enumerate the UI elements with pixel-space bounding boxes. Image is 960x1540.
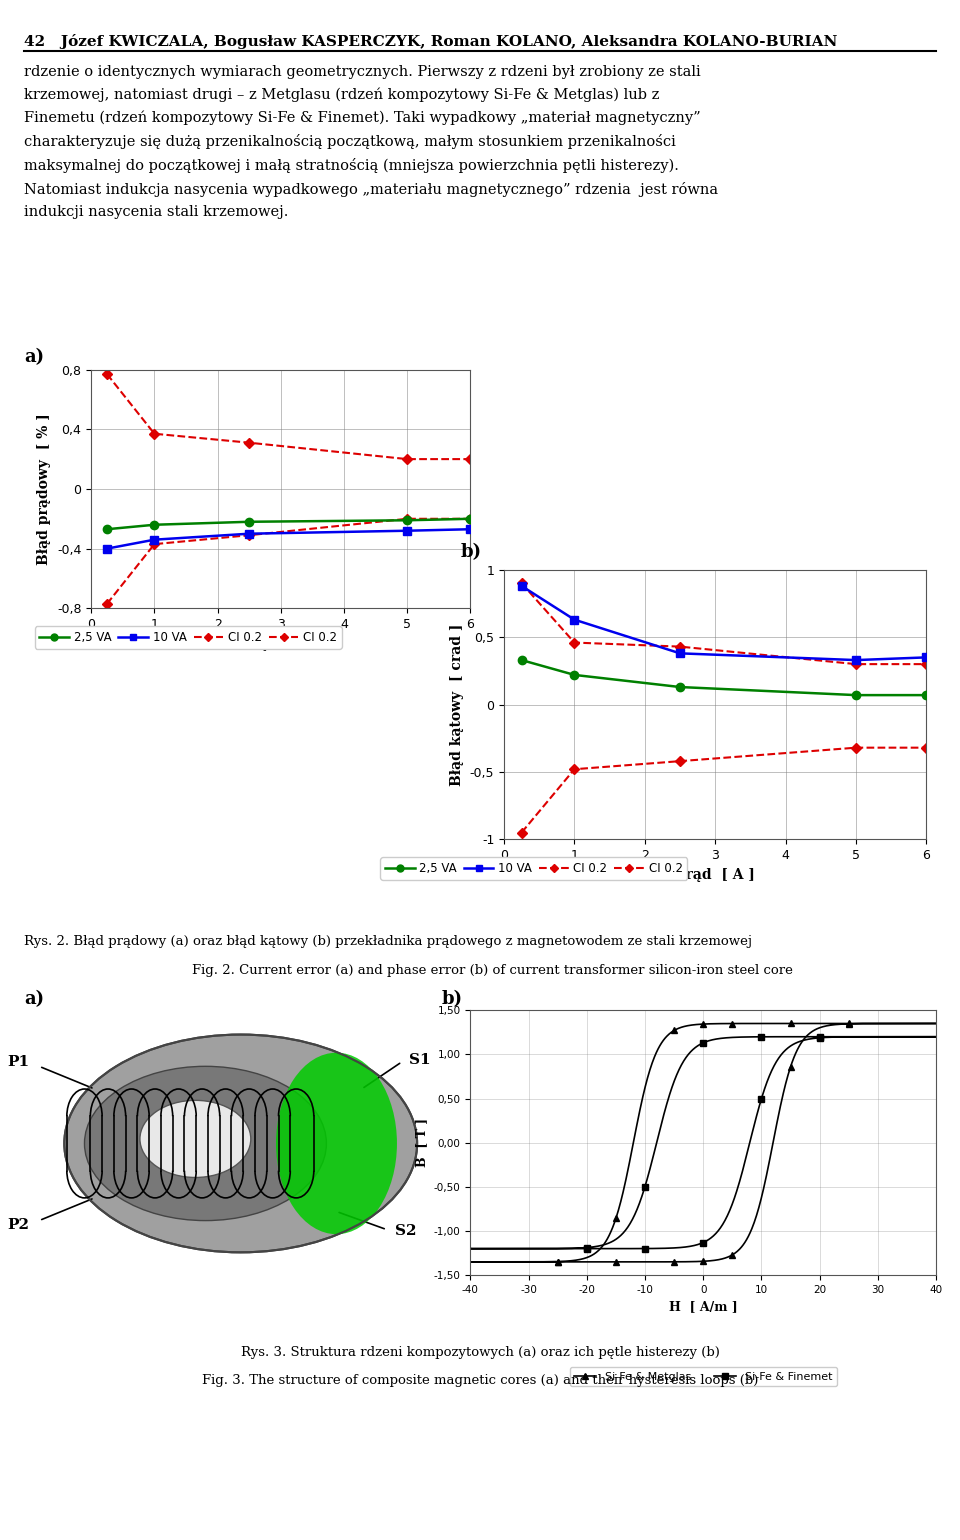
Legend: 2,5 VA, 10 VA, CI 0.2, CI 0.2: 2,5 VA, 10 VA, CI 0.2, CI 0.2 [35, 627, 342, 648]
Text: S2: S2 [395, 1224, 417, 1238]
Text: Rys. 2. Błąd prądowy (a) oraz błąd kątowy (b) przekładnika prądowego z magnetowo: Rys. 2. Błąd prądowy (a) oraz błąd kątow… [24, 935, 752, 947]
Text: b): b) [442, 990, 463, 1009]
Legend: Si-Fe & Metglas, Si-Fe & Finemet: Si-Fe & Metglas, Si-Fe & Finemet [569, 1368, 837, 1386]
Ellipse shape [140, 1101, 251, 1178]
X-axis label: Prąd  [ A ]: Prąd [ A ] [241, 636, 321, 650]
Text: a): a) [24, 990, 44, 1009]
Text: 42   Józef KWICZALA, Bogusław KASPERCZYK, Roman KOLANO, Aleksandra KOLANO-BURIAN: 42 Józef KWICZALA, Bogusław KASPERCZYK, … [24, 34, 837, 49]
Y-axis label: B  [ T ]: B [ T ] [416, 1118, 428, 1167]
Text: P1: P1 [7, 1055, 29, 1069]
Ellipse shape [276, 1053, 397, 1234]
Text: Fig. 2. Current error (a) and phase error (b) of current transformer silicon-iro: Fig. 2. Current error (a) and phase erro… [192, 964, 793, 976]
Text: P2: P2 [7, 1218, 29, 1232]
Text: Rys. 3. Struktura rdzeni kompozytowych (a) oraz ich pętle histerezy (b): Rys. 3. Struktura rdzeni kompozytowych (… [241, 1346, 719, 1358]
Legend: 2,5 VA, 10 VA, CI 0.2, CI 0.2: 2,5 VA, 10 VA, CI 0.2, CI 0.2 [380, 858, 687, 879]
Y-axis label: Błąd kątowy  [ crad ]: Błąd kątowy [ crad ] [450, 624, 465, 785]
Text: rdzenie o identycznych wymiarach geometrycznych. Pierwszy z rdzeni był zrobiony : rdzenie o identycznych wymiarach geometr… [24, 65, 718, 219]
Text: b): b) [461, 544, 482, 562]
Text: a): a) [24, 348, 44, 367]
X-axis label: Prąd  [ A ]: Prąd [ A ] [675, 867, 756, 881]
Text: Fig. 3. The structure of composite magnetic cores (a) and their hysteresis loops: Fig. 3. The structure of composite magne… [202, 1374, 758, 1386]
Ellipse shape [64, 1035, 417, 1252]
Y-axis label: Błąd prądowy  [ % ]: Błąd prądowy [ % ] [37, 413, 52, 565]
Text: S1: S1 [409, 1053, 431, 1067]
Ellipse shape [84, 1066, 326, 1221]
X-axis label: H  [ A/m ]: H [ A/m ] [669, 1300, 737, 1314]
